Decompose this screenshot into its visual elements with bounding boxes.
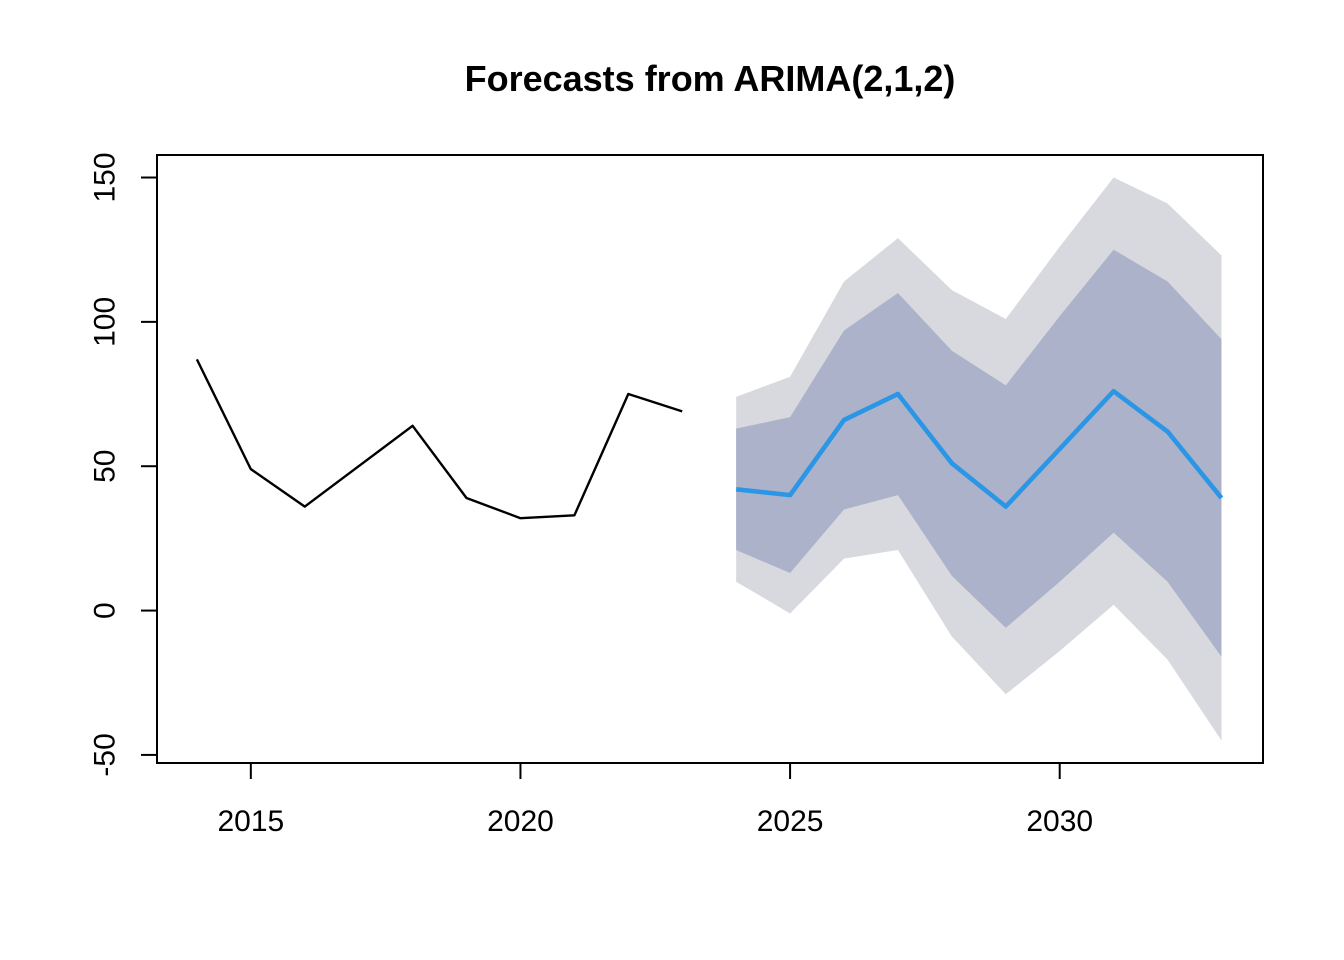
historical-line [195,358,683,520]
forecast-mean-line [735,388,1224,509]
y-axis-tick-label: 150 [89,152,122,202]
x-axis-tick-label: 2025 [757,805,824,838]
x-axis-tick-label: 2020 [487,805,554,838]
y-axis-tick-label: 100 [89,297,122,347]
x-axis-tick-label: 2015 [217,805,284,838]
plot-frame [156,154,1264,764]
prediction-interval-80pct-band [736,249,1222,657]
chart-title: Forecasts from ARIMA(2,1,2) [464,58,956,99]
y-axis-tick-label: 0 [89,602,122,619]
y-axis-tick-label: 50 [89,450,122,483]
y-axis-tick-label: -50 [89,733,122,776]
x-axis-tick-label: 2030 [1026,805,1093,838]
